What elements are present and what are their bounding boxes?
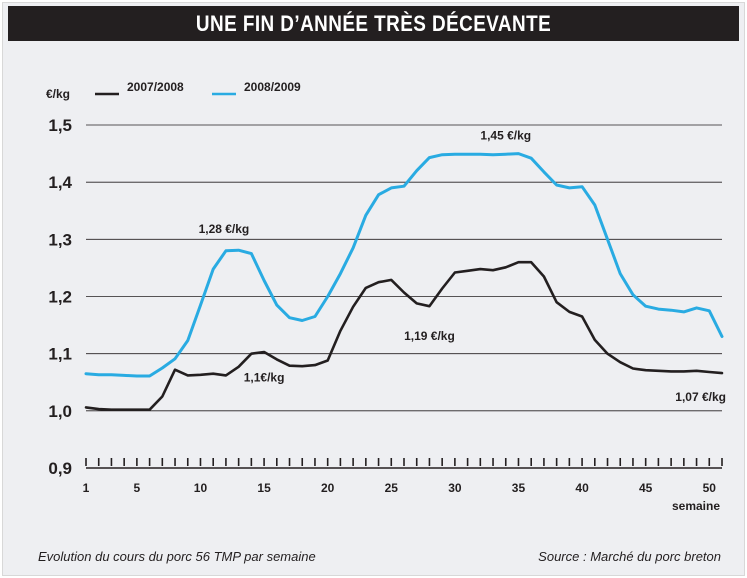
y-tick-label: 1,5: [48, 116, 72, 135]
y-axis-label: €/kg: [46, 87, 70, 101]
legend-label: 2007/2008: [127, 80, 184, 94]
series-line-2007-2008: [84, 260, 724, 412]
chart-caption: Evolution du cours du porc 56 TMP par se…: [38, 549, 316, 564]
x-tick-label: 25: [385, 481, 399, 495]
y-tick-label: 1,1: [48, 345, 72, 364]
legend-label: 2008/2009: [244, 80, 301, 94]
series-line-2008-2009: [84, 152, 724, 378]
data-annotation: 1,1€/kg: [244, 371, 285, 385]
x-tick-label: 35: [512, 481, 526, 495]
chart-title: UNE FIN D’ANNÉE TRÈS DÉCEVANTE: [195, 10, 552, 36]
data-annotation: 1,28 €/kg: [199, 222, 250, 236]
y-tick-label: 1,4: [48, 173, 72, 192]
y-tick-label: 0,9: [48, 459, 72, 478]
data-annotation: 1,45 €/kg: [480, 129, 531, 143]
x-tick-label: 20: [321, 481, 335, 495]
chart-source: Source : Marché du porc breton: [538, 549, 721, 564]
data-annotation: 1,19 €/kg: [404, 329, 455, 343]
y-tick-label: 1,0: [48, 402, 72, 421]
y-tick-label: 1,2: [48, 288, 72, 307]
x-tick-label: 1: [83, 481, 90, 495]
title-bar: UNE FIN D’ANNÉE TRÈS DÉCEVANTE: [8, 6, 739, 41]
x-tick-label: 40: [575, 481, 589, 495]
x-tick-label: 30: [448, 481, 462, 495]
x-tick-label: 10: [194, 481, 208, 495]
x-tick-label: 50: [703, 481, 717, 495]
data-annotation: 1,07 €/kg: [675, 390, 726, 404]
x-axis-label: semaine: [672, 499, 720, 513]
x-tick-label: 5: [134, 481, 141, 495]
x-tick-label: 15: [257, 481, 271, 495]
x-tick-label: 45: [639, 481, 653, 495]
y-tick-label: 1,3: [48, 230, 72, 249]
